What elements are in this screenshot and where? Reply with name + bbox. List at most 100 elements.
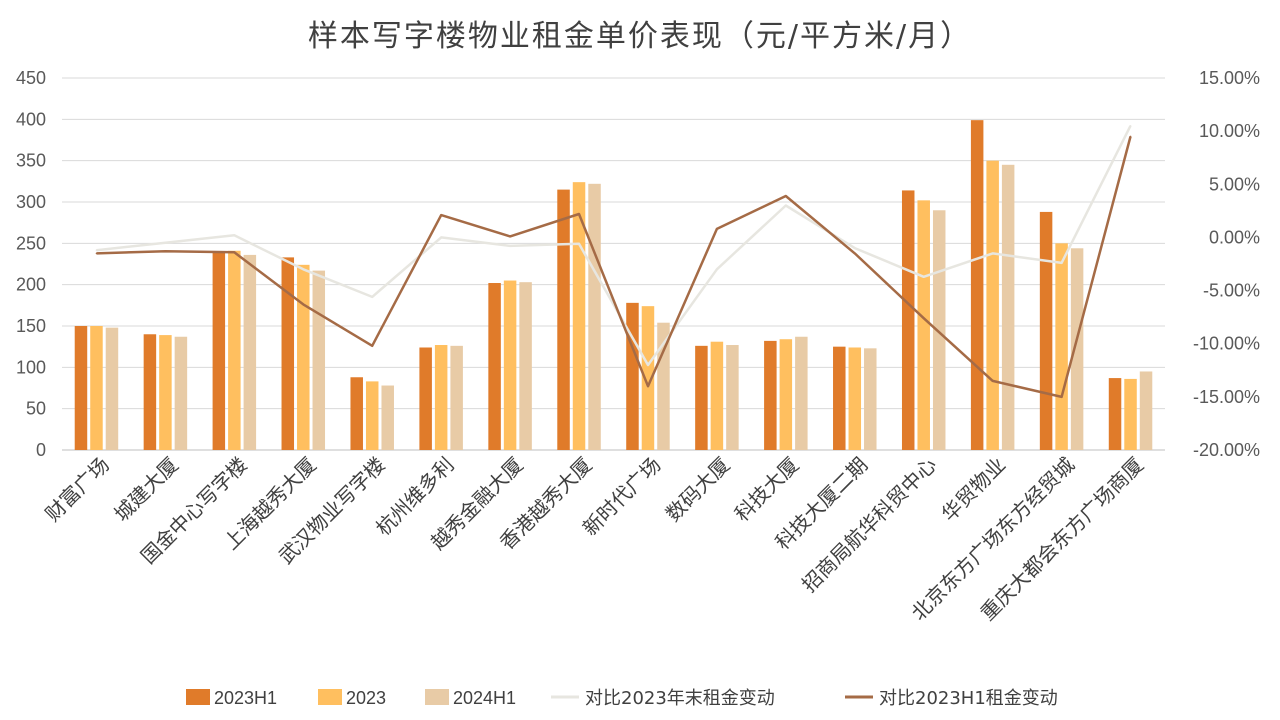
bar-2023H1 bbox=[901, 190, 915, 450]
left-tick-label: 50 bbox=[26, 399, 46, 419]
bar-2023 bbox=[90, 326, 103, 450]
bar-2024H1 bbox=[243, 254, 257, 450]
lines bbox=[95, 125, 1132, 399]
right-tick-label: -10.00% bbox=[1193, 334, 1260, 354]
line-point bbox=[991, 380, 994, 382]
bar-2023H1 bbox=[143, 334, 157, 450]
line-point bbox=[440, 236, 442, 239]
bar-2023H1 bbox=[419, 347, 432, 450]
right-tick-label: 5.00% bbox=[1209, 174, 1260, 194]
line-point bbox=[440, 214, 442, 216]
left-tick-label: 450 bbox=[16, 68, 46, 88]
bar-2024H1 bbox=[588, 183, 601, 450]
bar-2023 bbox=[1124, 378, 1137, 450]
line-point bbox=[371, 345, 374, 347]
bar-2024H1 bbox=[657, 322, 670, 450]
chart-title: 样本写字楼物业租金单价表现（元/平方米/月） bbox=[308, 19, 972, 54]
bar-2024H1 bbox=[726, 345, 739, 450]
left-axis-ticks: 0 50 100 150 200 250 300 350 400 450 bbox=[16, 68, 46, 460]
bar-2023H1 bbox=[626, 302, 639, 450]
bar-2023H1 bbox=[281, 257, 295, 450]
right-tick-label: 15.00% bbox=[1199, 68, 1260, 88]
bar-2023H1 bbox=[488, 283, 501, 450]
bar-2024H1 bbox=[795, 336, 808, 450]
bar-2023H1 bbox=[695, 345, 708, 450]
left-tick-label: 150 bbox=[16, 316, 46, 336]
bar-2024H1 bbox=[519, 282, 532, 450]
left-tick-label: 250 bbox=[16, 233, 46, 253]
line-point bbox=[716, 268, 718, 271]
line-point bbox=[578, 213, 580, 215]
bar-2023 bbox=[848, 347, 862, 450]
legend-label: 对比2023年末租金变动 bbox=[585, 688, 775, 709]
line-point bbox=[1060, 262, 1063, 264]
bar-2023 bbox=[503, 280, 517, 450]
line-point bbox=[647, 364, 649, 366]
bar-2023H1 bbox=[833, 346, 846, 450]
bar-2023 bbox=[159, 335, 172, 450]
line-point bbox=[509, 245, 511, 247]
gridlines bbox=[62, 77, 1165, 451]
legend: 2023H1 2023 2024H1 对比2023年末租金变动 对比2023H1租金变动 bbox=[186, 688, 1058, 709]
bar-2024H1 bbox=[450, 345, 463, 450]
bar-2023 bbox=[1055, 243, 1068, 450]
bar-2023H1 bbox=[74, 326, 88, 450]
right-tick-label: 0.00% bbox=[1209, 227, 1260, 247]
line-point bbox=[233, 251, 236, 254]
line-point bbox=[164, 250, 167, 253]
category-label: 数码大厦 bbox=[661, 453, 735, 527]
left-tick-label: 300 bbox=[16, 192, 46, 212]
line-point bbox=[95, 249, 98, 251]
line-point bbox=[785, 204, 787, 207]
legend-label: 对比2023H1租金变动 bbox=[879, 688, 1058, 709]
legend-swatch bbox=[425, 689, 449, 705]
bar-2023H1 bbox=[557, 189, 570, 450]
bar-2024H1 bbox=[1001, 164, 1015, 451]
line-point bbox=[785, 195, 787, 197]
legend-label: 2023H1 bbox=[214, 688, 277, 708]
legend-swatch bbox=[186, 689, 210, 705]
line-point bbox=[922, 275, 925, 278]
bar-2023 bbox=[228, 250, 241, 450]
bar-2024H1 bbox=[105, 327, 119, 450]
right-tick-label: -5.00% bbox=[1203, 281, 1260, 301]
bar-2023H1 bbox=[1108, 378, 1122, 450]
bar-2023H1 bbox=[970, 120, 984, 450]
category-label: 招商局航华科贸中心 bbox=[797, 453, 941, 597]
line-point bbox=[853, 247, 856, 249]
bar-2023 bbox=[917, 200, 930, 450]
line-point bbox=[991, 252, 994, 255]
bar-2024H1 bbox=[174, 336, 188, 450]
category-label: 财富广场 bbox=[40, 453, 114, 527]
line-point bbox=[1129, 125, 1132, 127]
left-tick-label: 100 bbox=[16, 357, 46, 377]
line-point bbox=[922, 317, 925, 320]
line-series-2 bbox=[96, 136, 1132, 399]
bar-2023 bbox=[434, 345, 448, 450]
bar-2023H1 bbox=[212, 251, 226, 450]
bar-2024H1 bbox=[864, 348, 877, 450]
legend-label: 2023 bbox=[346, 688, 386, 708]
right-axis-ticks: -20.00% -15.00% -10.00% -5.00% 0.00% 5.00% 10.… bbox=[1193, 68, 1260, 460]
bar-2024H1 bbox=[381, 385, 394, 450]
line-point bbox=[1060, 396, 1063, 398]
bar-2024H1 bbox=[932, 210, 946, 450]
bar-2023 bbox=[986, 160, 999, 450]
right-tick-label: 10.00% bbox=[1199, 121, 1260, 141]
bar-2024H1 bbox=[1070, 248, 1084, 450]
bar-2023 bbox=[779, 339, 793, 450]
bar-2023 bbox=[365, 381, 379, 450]
bars bbox=[74, 120, 1153, 451]
line-point bbox=[647, 385, 649, 388]
line-point bbox=[371, 296, 374, 298]
right-tick-label: -20.00% bbox=[1193, 440, 1260, 460]
line-point bbox=[95, 252, 98, 255]
line-point bbox=[302, 268, 305, 271]
left-tick-label: 400 bbox=[16, 109, 46, 129]
line-point bbox=[164, 241, 167, 244]
line-point bbox=[578, 243, 580, 245]
bar-2023 bbox=[641, 306, 655, 450]
line-point bbox=[509, 235, 511, 238]
left-tick-label: 350 bbox=[16, 151, 46, 171]
